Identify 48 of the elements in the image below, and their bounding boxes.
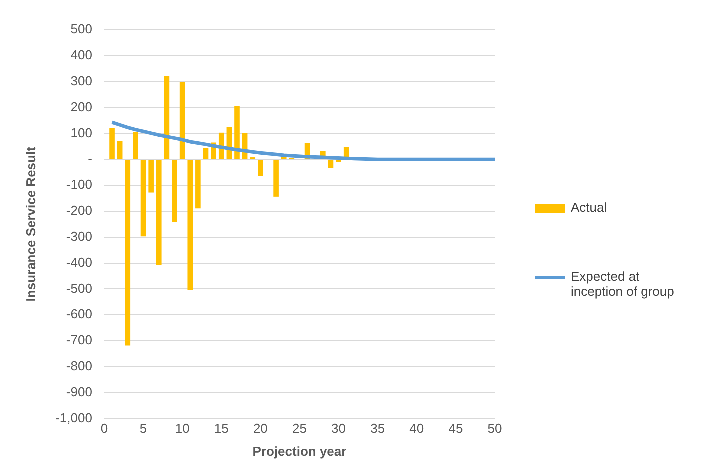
bar: [188, 160, 194, 290]
x-tick-label: 15: [214, 421, 229, 436]
y-tick-label: -1,000: [56, 410, 92, 426]
y-tick-label: -100: [66, 177, 92, 192]
bar: [274, 160, 279, 197]
x-tick-label: 5: [140, 421, 148, 436]
y-tick-label: -600: [66, 306, 92, 322]
bar: [234, 106, 240, 160]
bar: [164, 76, 170, 160]
y-tick-label: -400: [66, 254, 92, 270]
y-tick-label: -900: [66, 384, 92, 400]
y-tick-label: -700: [66, 332, 92, 348]
y-tick-label: -200: [66, 203, 92, 218]
bar: [110, 128, 115, 160]
legend-label: Expected at inception of group: [571, 269, 676, 299]
y-tick-label: -800: [66, 358, 92, 374]
y-tick-label: -300: [66, 228, 92, 244]
x-tick-label: 50: [488, 421, 502, 436]
bar: [140, 160, 146, 237]
x-axis-title: Projection year: [252, 444, 347, 459]
y-tick-label: 500: [70, 22, 92, 37]
x-tick-label: 45: [448, 421, 464, 436]
bar: [133, 132, 138, 160]
y-tick-label: 200: [70, 99, 92, 114]
bar: [180, 82, 186, 160]
y-tick-label: -: [88, 151, 92, 166]
legend-label: Actual: [571, 200, 608, 215]
y-tick-label: 300: [70, 73, 92, 88]
x-tick-label: 20: [253, 421, 268, 436]
x-tick-label: 25: [292, 421, 307, 436]
x-tick-label: 40: [410, 421, 424, 436]
bar: [203, 148, 209, 160]
bar: [148, 160, 154, 193]
bar: [196, 160, 201, 209]
x-tick-label: 10: [175, 421, 190, 436]
bar: [172, 160, 178, 222]
x-tick-label: 35: [370, 421, 386, 436]
x-tick-label: 30: [332, 421, 346, 436]
x-tick-label: 0: [100, 421, 108, 436]
y-tick-label: 400: [70, 48, 92, 62]
y-tick-label: 100: [70, 125, 92, 140]
bar: [125, 160, 131, 346]
bar: [328, 160, 334, 168]
bar: [117, 141, 123, 160]
bar: [258, 160, 264, 176]
bar: [156, 160, 162, 266]
y-axis-title: Insurance Service Result: [23, 146, 38, 302]
y-tick-label: -500: [66, 280, 92, 296]
